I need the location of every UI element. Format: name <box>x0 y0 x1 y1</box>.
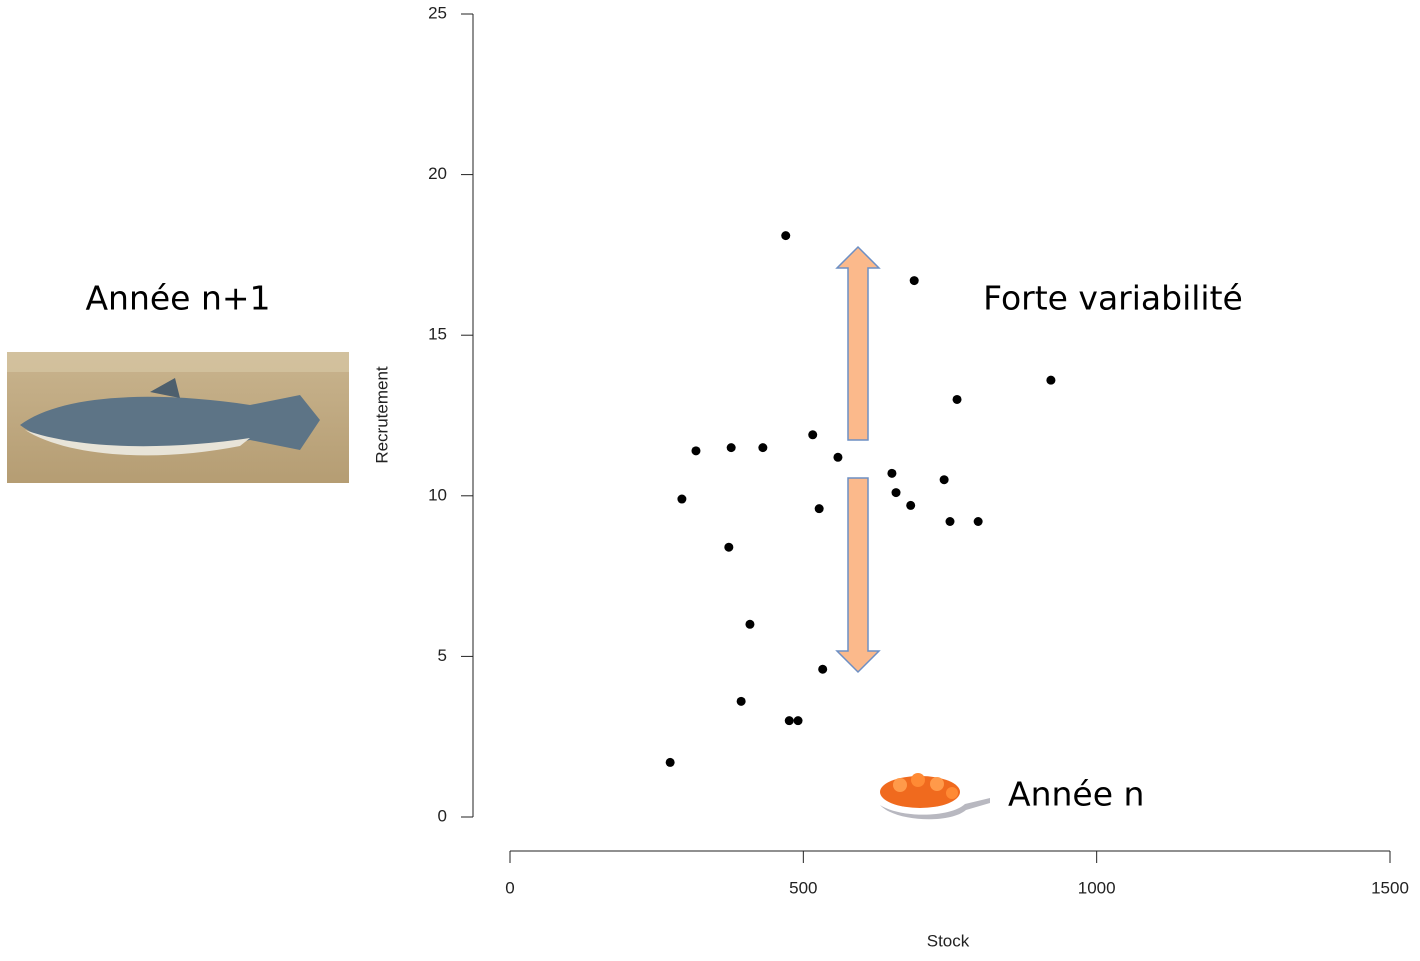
point <box>1046 375 1056 385</box>
point <box>906 500 916 510</box>
x-tick-label: 1500 <box>1371 878 1409 897</box>
point <box>814 504 824 514</box>
annotation: Année n+1 <box>85 279 270 318</box>
y-tick-label: 0 <box>438 806 447 825</box>
x-axis-label: Stock <box>927 931 970 950</box>
point <box>891 488 901 498</box>
y-tick-label: 25 <box>428 3 447 22</box>
y-axis-label: Recrutement <box>372 366 391 464</box>
point <box>818 664 828 674</box>
point <box>691 446 701 456</box>
point <box>808 430 818 440</box>
x-tick-label: 0 <box>505 878 514 897</box>
variability-arrow <box>835 245 881 674</box>
eggs-image <box>880 773 990 820</box>
y-tick-label: 20 <box>428 164 447 183</box>
annotation: Année n <box>1008 775 1144 814</box>
point <box>833 452 843 462</box>
point <box>665 757 675 767</box>
x-tick-label: 1000 <box>1078 878 1116 897</box>
point <box>887 468 897 478</box>
point <box>952 394 962 404</box>
point <box>758 443 768 453</box>
x-tick-label: 500 <box>789 878 817 897</box>
point <box>793 716 803 726</box>
point <box>784 716 794 726</box>
point <box>973 516 983 526</box>
point <box>939 475 949 485</box>
point <box>745 619 755 629</box>
point <box>736 696 746 706</box>
y-tick-label: 15 <box>428 325 447 344</box>
point <box>677 494 687 504</box>
point <box>724 542 734 552</box>
annotation: Forte variabilité <box>983 279 1243 318</box>
point <box>909 276 919 286</box>
point <box>726 443 736 453</box>
point <box>781 231 791 241</box>
y-tick-label: 5 <box>438 646 447 665</box>
point <box>945 516 955 526</box>
y-tick-label: 10 <box>428 485 447 504</box>
fish-image <box>7 352 349 483</box>
